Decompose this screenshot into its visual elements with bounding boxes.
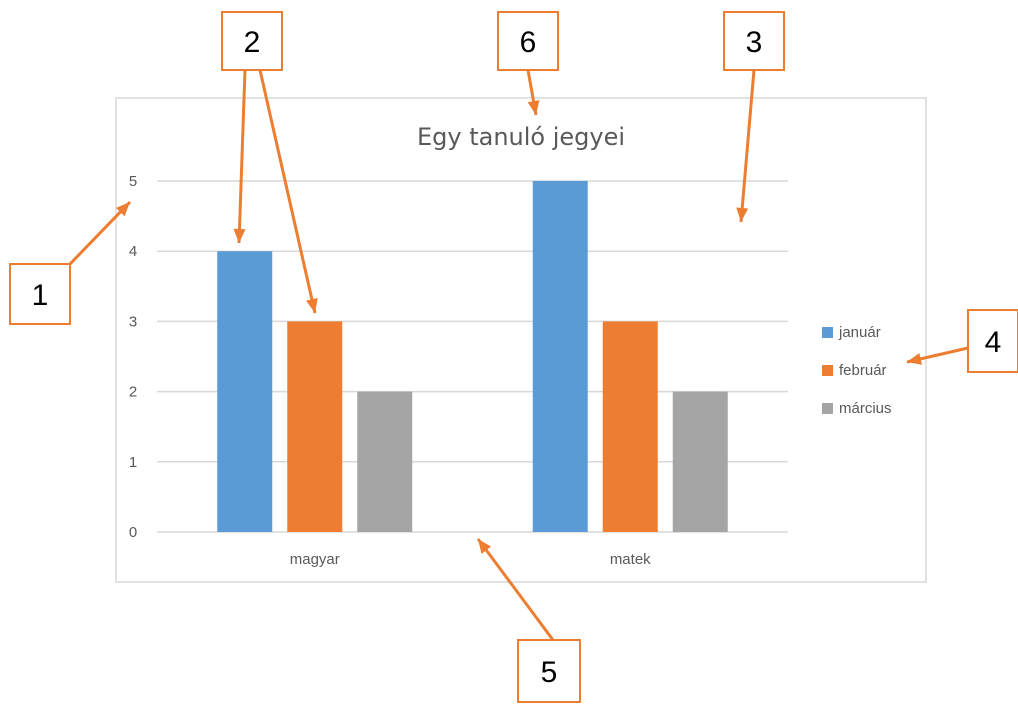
- callout-number: 4: [985, 326, 1002, 359]
- callout-box: [517, 639, 581, 703]
- legend-swatch: [822, 403, 833, 414]
- callout-box: [967, 309, 1018, 373]
- callout-number: 1: [32, 279, 49, 312]
- callout-arrow: [739, 69, 756, 223]
- bars: [217, 181, 728, 532]
- x-axis-categories: magyar matek: [290, 551, 651, 568]
- legend-entry: február: [839, 362, 887, 379]
- y-tick-label: 4: [129, 243, 137, 260]
- y-tick-label: 1: [129, 454, 137, 471]
- legend-swatch: [822, 327, 833, 338]
- bar-március-magyar: [357, 391, 413, 532]
- callout-number: 3: [746, 26, 763, 59]
- callout-number: 2: [244, 26, 261, 59]
- callout-annotations: 1 2 3 4 5 6: [9, 11, 1018, 703]
- bar-február-magyar: [287, 321, 343, 532]
- callout-number: 6: [520, 26, 537, 59]
- callout-box: [497, 11, 559, 71]
- x-category-label: matek: [610, 551, 651, 568]
- bar-január-magyar: [217, 251, 273, 532]
- callout-arrowhead: [306, 298, 318, 313]
- callout-box: [9, 263, 71, 325]
- bar-február-matek: [602, 321, 658, 532]
- callout-arrow: [237, 69, 247, 244]
- callout-arrowhead: [527, 100, 540, 115]
- callout-arrow: [258, 69, 317, 314]
- bar-március-matek: [672, 391, 728, 532]
- legend-entry: március: [839, 400, 892, 417]
- legend-entry: január: [838, 324, 881, 341]
- y-tick-label: 0: [129, 524, 137, 541]
- chart-title: Egy tanuló jegyei: [417, 123, 625, 151]
- y-tick-label: 3: [129, 313, 137, 330]
- callout-arrowhead: [907, 353, 922, 365]
- callout-arrowhead: [233, 228, 246, 243]
- legend: január február március: [822, 324, 892, 417]
- x-category-label: magyar: [290, 551, 340, 568]
- bar-január-matek: [532, 181, 588, 532]
- callout-arrow: [476, 538, 555, 641]
- callout-arrowhead: [478, 539, 492, 554]
- callout-box: [723, 11, 785, 71]
- legend-swatch: [822, 365, 833, 376]
- callout-arrowhead: [736, 207, 749, 222]
- callout-arrow: [68, 200, 132, 266]
- callout-arrowhead: [115, 202, 130, 217]
- callout-number: 5: [541, 656, 558, 689]
- callout-box: [221, 11, 283, 71]
- y-axis-ticks: 0 1 2 3 4 5: [129, 173, 137, 541]
- y-tick-label: 2: [129, 384, 137, 401]
- y-tick-label: 5: [129, 173, 137, 190]
